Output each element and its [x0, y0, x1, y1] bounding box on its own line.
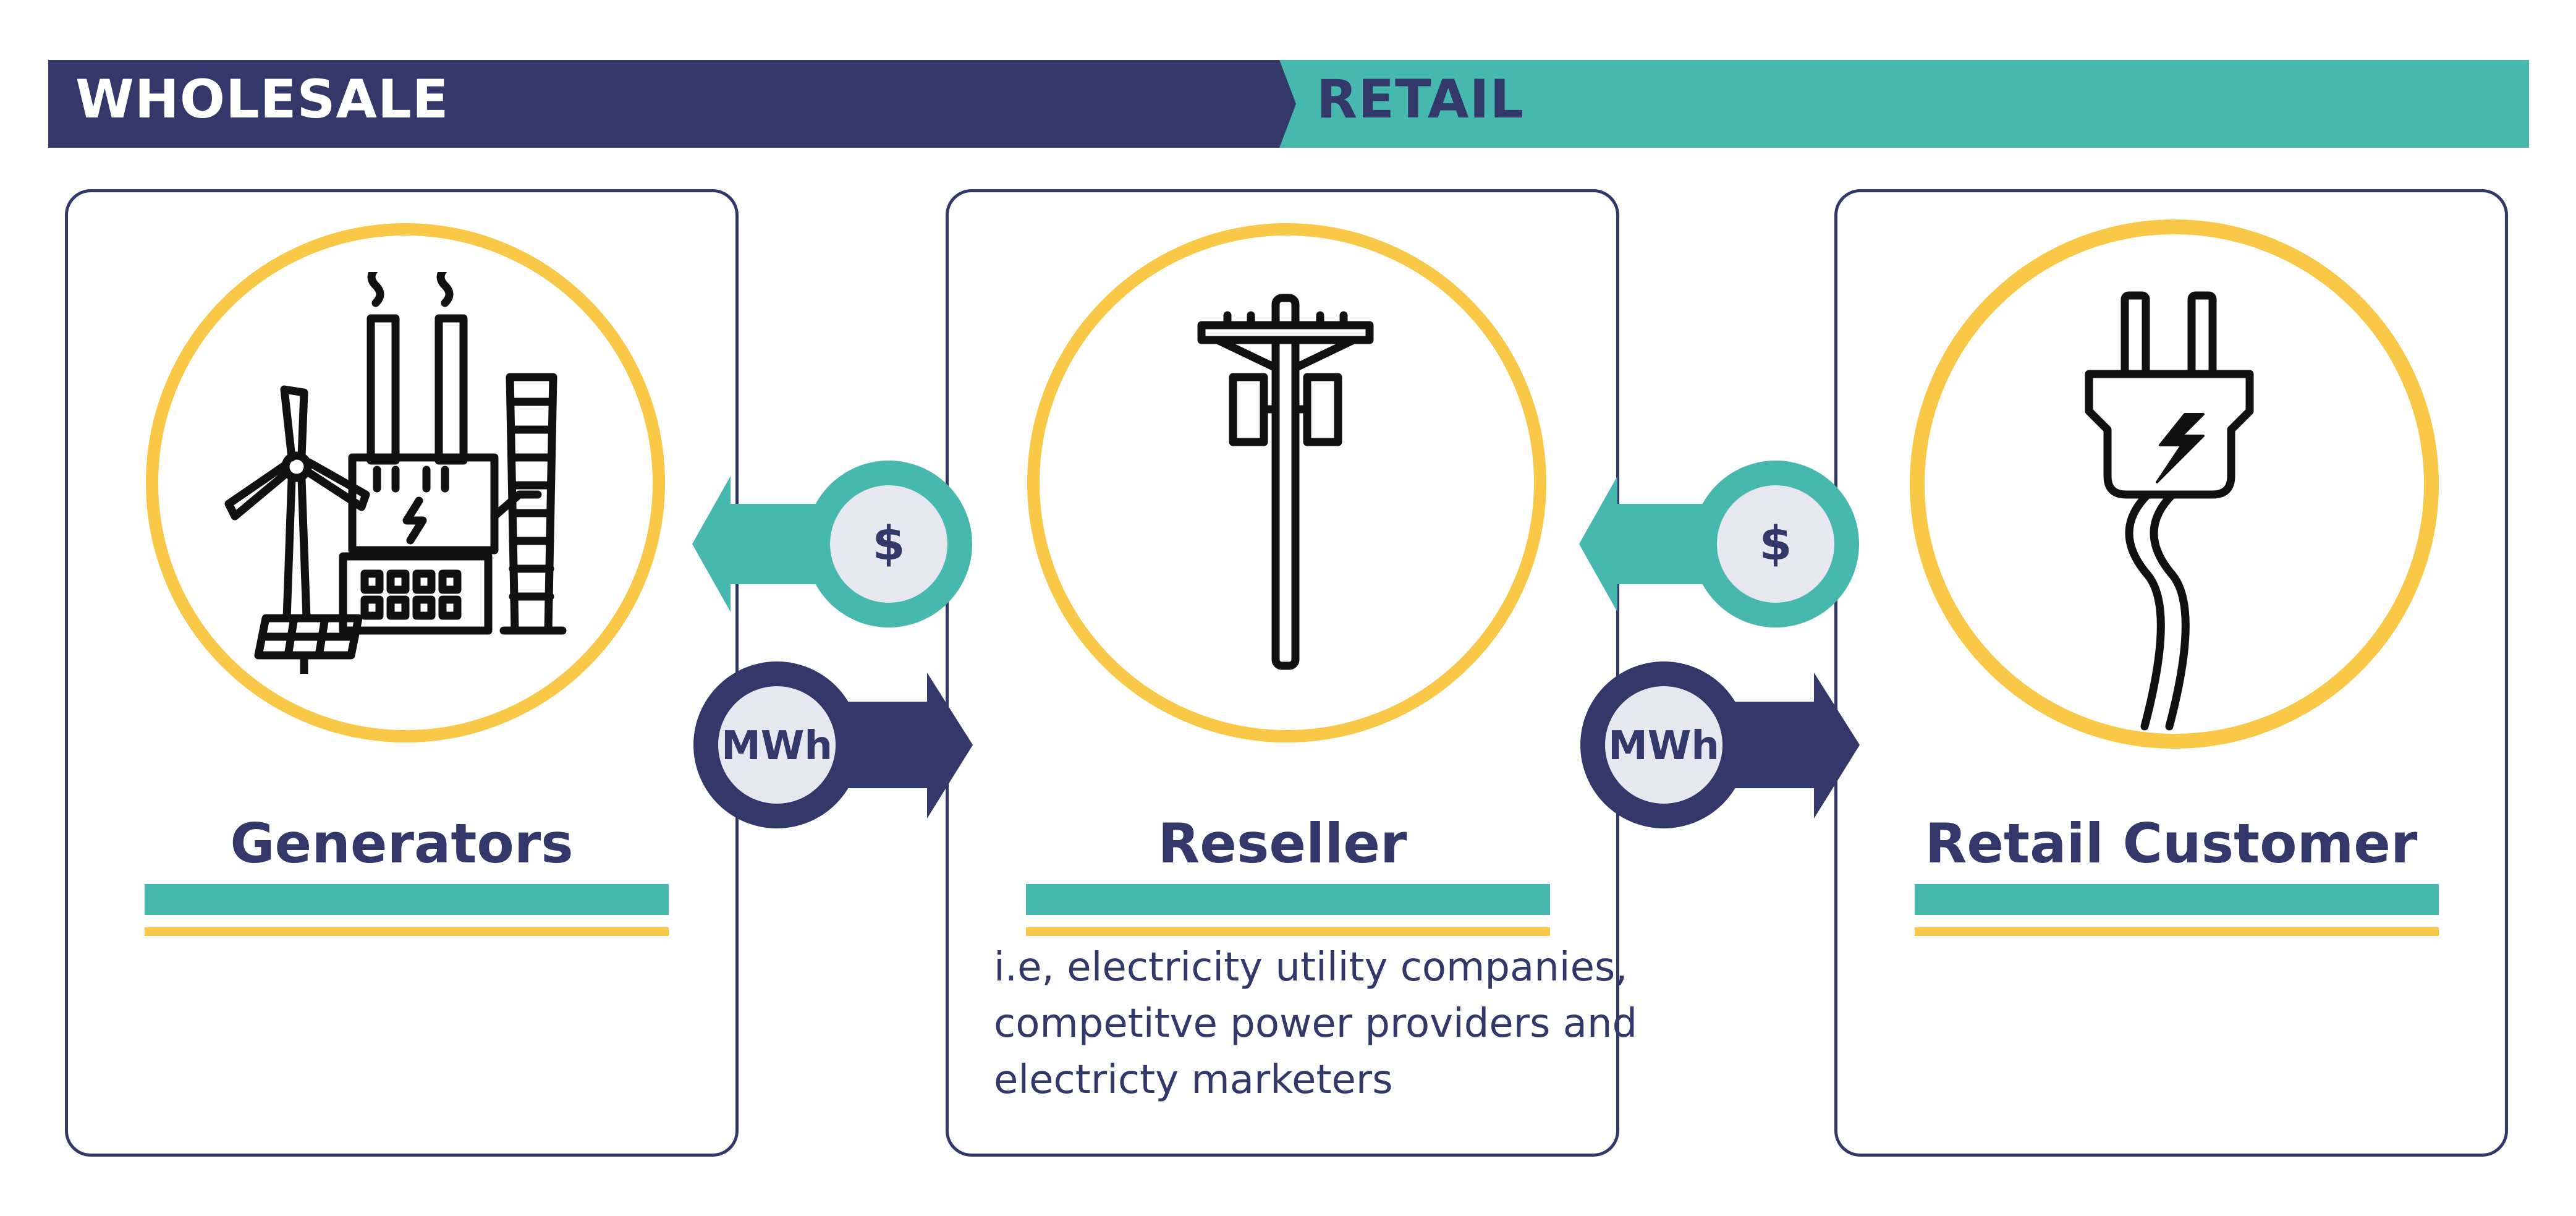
wholesale-retail-banner — [48, 60, 2529, 148]
energy-flow-arrow: MWh — [693, 661, 973, 828]
retail-customer-title: Retail Customer — [1925, 812, 2418, 875]
wholesale-band — [48, 60, 1296, 148]
money-flow-arrow: $ — [692, 461, 972, 627]
reseller-title: Reseller — [1158, 812, 1407, 875]
retail-band — [1273, 60, 2529, 148]
retail-customer-teal-bar — [1915, 884, 2439, 915]
reseller-description-line: i.e, electricity utility companies, — [994, 945, 1628, 990]
wholesale-label: WHOLESALE — [75, 69, 449, 130]
generators-teal-bar — [145, 884, 669, 915]
reseller-description-line: electricty marketers — [994, 1057, 1393, 1103]
energy-label: MWh — [721, 723, 833, 769]
energy-flow-arrow: MWh — [1580, 661, 1860, 828]
generators-title: Generators — [230, 812, 574, 875]
reseller-description-line: competitve power providers and — [994, 1001, 1638, 1047]
retail-customer-yellow-bar — [1915, 927, 2439, 936]
energy-label: MWh — [1608, 723, 1719, 769]
electric-plug-icon — [2085, 291, 2254, 731]
power-plant-icon — [224, 272, 567, 674]
utility-pole-icon — [1197, 294, 1374, 670]
retail-label: RETAIL — [1316, 69, 1525, 130]
reseller-yellow-bar — [1026, 927, 1550, 936]
money-flow-arrow: $ — [1579, 461, 1859, 627]
generators-yellow-bar — [145, 927, 669, 936]
money-label: $ — [873, 516, 905, 571]
reseller-teal-bar — [1026, 884, 1550, 915]
money-label: $ — [1760, 516, 1792, 571]
retail-customer-card: Retail Customer — [1834, 189, 2508, 1157]
reseller-description: i.e, electricity utility companies, comp… — [994, 940, 1638, 1108]
generators-card: Generators — [65, 189, 739, 1157]
